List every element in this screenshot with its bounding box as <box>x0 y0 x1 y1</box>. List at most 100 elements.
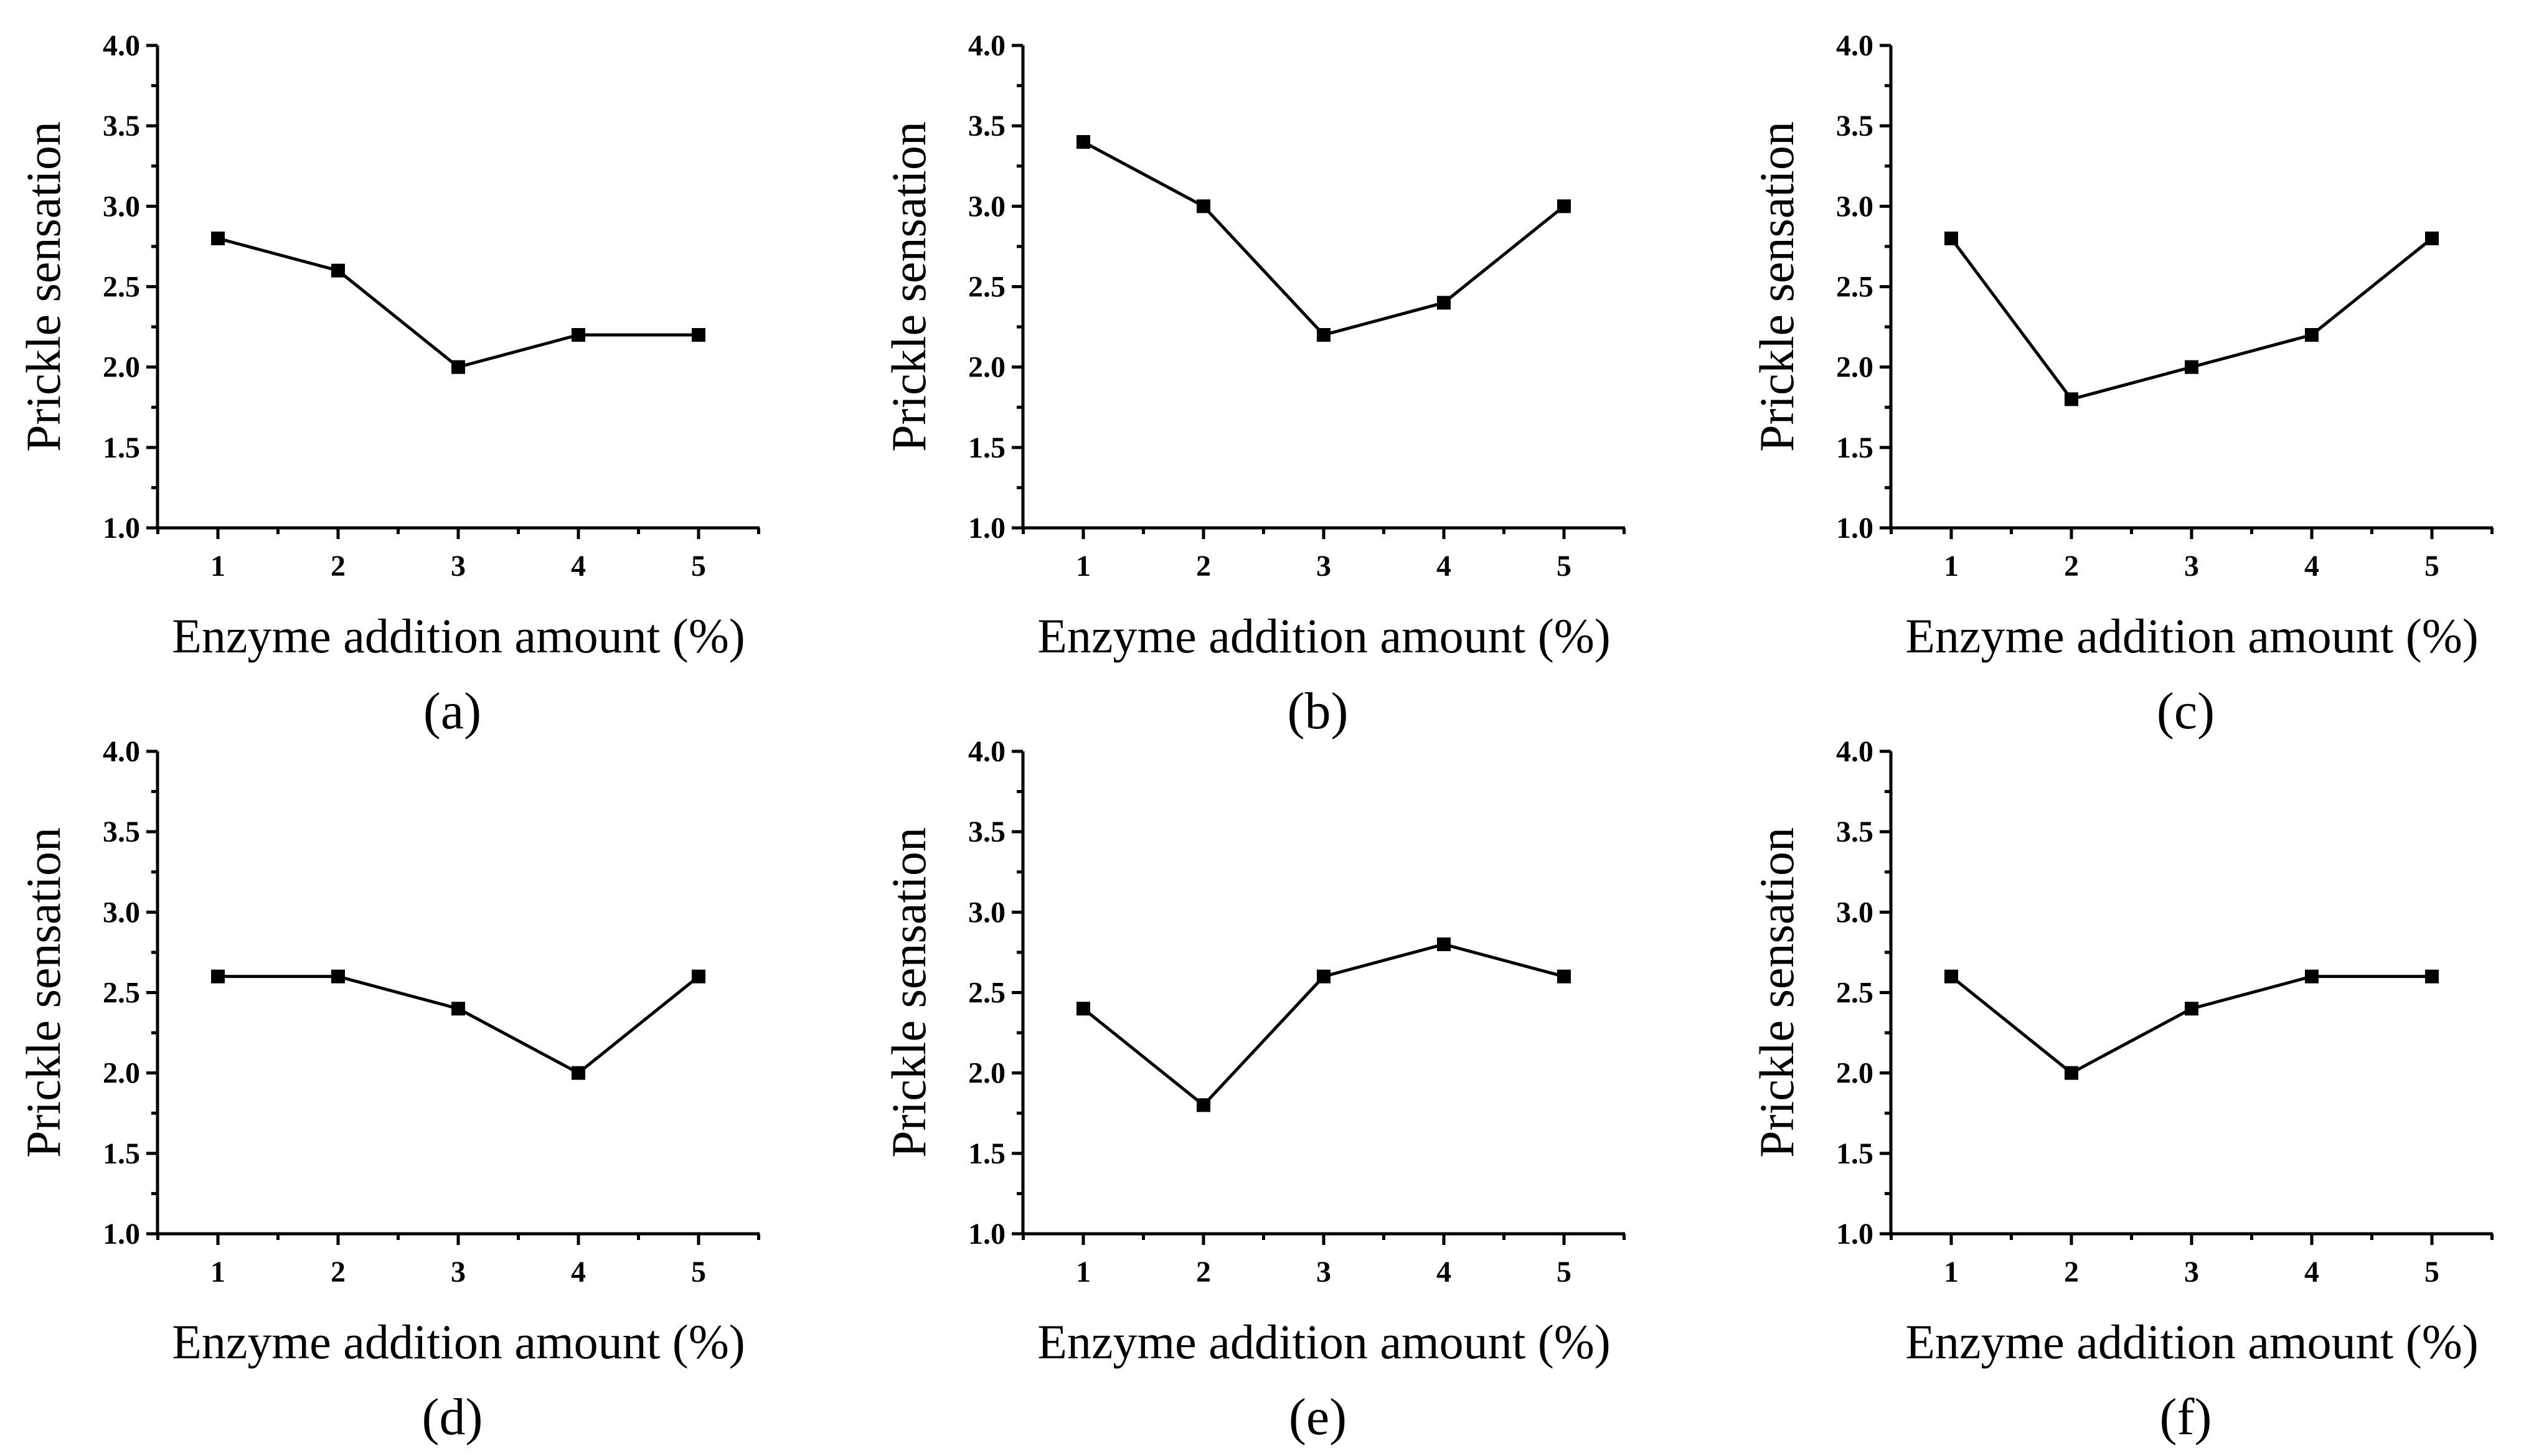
x-axis-title: Enzyme addition amount (%) <box>1905 1315 2479 1369</box>
y-tick-label: 1.5 <box>968 431 1006 464</box>
y-tick-label: 1.5 <box>103 431 140 464</box>
y-tick-label: 3.0 <box>103 896 140 929</box>
x-tick-label: 3 <box>2184 1256 2199 1289</box>
x-tick-label: 4 <box>2304 1256 2319 1289</box>
y-tick-label: 1.0 <box>1836 1218 1873 1251</box>
data-point-marker <box>692 328 705 342</box>
y-tick-label: 1.5 <box>1836 1137 1873 1170</box>
y-tick-label: 3.0 <box>968 896 1006 929</box>
x-tick-label: 5 <box>691 550 706 583</box>
x-tick-label: 4 <box>571 550 586 583</box>
data-point-marker <box>1437 296 1451 310</box>
data-point-marker <box>451 360 465 374</box>
y-tick-label: 1.0 <box>1836 512 1873 545</box>
series-line <box>218 975 700 1075</box>
data-point-marker <box>572 1066 585 1080</box>
data-point-marker <box>331 263 345 278</box>
y-tick-label: 2.5 <box>968 977 1006 1010</box>
data-point-marker <box>2065 392 2078 406</box>
x-tick-label: 3 <box>451 1256 466 1289</box>
data-point-marker <box>2305 328 2319 342</box>
chart-panel: 1.0 1.5 2.0 2.5 3.0 3.5 4.0 1 2 3 4 5 Prickle sensat… <box>16 735 760 1446</box>
x-axis-title: Enzyme addition amount (%) <box>172 1315 745 1369</box>
x-axis-title: Enzyme addition amount (%) <box>172 609 745 663</box>
x-tick-label: 2 <box>1196 550 1211 583</box>
x-tick-label: 1 <box>1076 1256 1091 1289</box>
x-tick-label: 1 <box>1944 550 1959 583</box>
y-axis-title: Prickle sensation <box>882 121 936 452</box>
y-tick-label: 1.5 <box>1836 431 1873 464</box>
data-point-marker <box>331 969 345 984</box>
chart-panel: 1.0 1.5 2.0 2.5 3.0 3.5 4.0 1 2 3 4 5 Prickle sensat… <box>882 29 1626 740</box>
x-tick-label: 3 <box>2184 550 2199 583</box>
data-point-marker <box>1317 328 1331 342</box>
panel-label: (e) <box>1289 1388 1347 1446</box>
panel-label: (c) <box>2157 682 2215 740</box>
y-tick-label: 3.0 <box>103 190 140 223</box>
y-tick-label: 2.0 <box>1836 1057 1873 1090</box>
y-tick-label: 4.0 <box>968 735 1006 768</box>
x-axis-title: Enzyme addition amount (%) <box>1037 609 1611 663</box>
x-tick-label: 2 <box>1196 1256 1211 1289</box>
y-tick-label: 3.5 <box>968 110 1006 143</box>
y-tick-label: 1.0 <box>968 512 1006 545</box>
data-point-marker <box>2065 1066 2078 1080</box>
series-line <box>1949 237 2433 402</box>
x-tick-label: 2 <box>331 550 346 583</box>
data-point-marker <box>1197 199 1210 214</box>
chart-panel: 1.0 1.5 2.0 2.5 3.0 3.5 4.0 1 2 3 4 5 Prickle sensat… <box>16 29 760 740</box>
y-tick-label: 3.5 <box>103 110 140 143</box>
data-point-marker <box>1944 969 1958 984</box>
x-tick-label: 4 <box>2304 550 2319 583</box>
data-point-marker <box>1197 1098 1210 1112</box>
y-tick-label: 1.0 <box>968 1218 1006 1251</box>
series-line <box>217 237 699 369</box>
x-tick-label: 5 <box>691 1256 706 1289</box>
panel-label: (b) <box>1288 682 1349 740</box>
y-tick-label: 2.5 <box>968 271 1006 304</box>
x-tick-label: 5 <box>2424 550 2439 583</box>
chart-panel: 1.0 1.5 2.0 2.5 3.0 3.5 4.0 1 2 3 4 5 Prickle sensat… <box>1750 735 2494 1446</box>
y-tick-label: 4.0 <box>1836 29 1873 62</box>
data-point-marker <box>1944 232 1958 245</box>
x-tick-label: 1 <box>1944 1256 1959 1289</box>
data-point-marker <box>211 232 225 245</box>
y-axis-title: Prickle sensation <box>1750 827 1804 1158</box>
y-tick-label: 3.0 <box>1836 896 1873 929</box>
series-line <box>1082 140 1565 337</box>
x-tick-label: 4 <box>571 1256 586 1289</box>
y-tick-label: 2.5 <box>1836 271 1873 304</box>
x-tick-label: 2 <box>331 1256 346 1289</box>
y-tick-label: 1.5 <box>103 1137 140 1170</box>
data-point-marker <box>2425 969 2439 984</box>
y-tick-label: 2.0 <box>968 351 1006 384</box>
data-point-marker <box>2305 969 2319 984</box>
x-tick-label: 1 <box>1076 550 1091 583</box>
y-tick-label: 2.0 <box>103 1057 140 1090</box>
x-tick-label: 4 <box>1436 550 1451 583</box>
chart-panel: 1.0 1.5 2.0 2.5 3.0 3.5 4.0 1 2 3 4 5 Prickle sensat… <box>1750 29 2494 740</box>
y-tick-label: 3.0 <box>1836 190 1873 223</box>
data-point-marker <box>211 969 225 984</box>
y-tick-label: 2.0 <box>968 1057 1006 1090</box>
data-point-marker <box>1076 135 1090 149</box>
y-tick-label: 2.5 <box>1836 977 1873 1010</box>
y-axis-title: Prickle sensation <box>882 827 936 1158</box>
x-tick-label: 5 <box>1557 550 1571 583</box>
data-point-marker <box>1317 969 1331 984</box>
y-axis-title: Prickle sensation <box>1750 121 1804 452</box>
panel-label: (d) <box>422 1388 483 1446</box>
y-tick-label: 2.5 <box>103 271 140 304</box>
y-tick-label: 4.0 <box>968 29 1006 62</box>
y-tick-label: 2.0 <box>103 351 140 384</box>
panel-label: (f) <box>2160 1388 2212 1446</box>
x-tick-label: 3 <box>451 550 466 583</box>
x-tick-label: 1 <box>210 1256 225 1289</box>
x-tick-label: 1 <box>210 550 225 583</box>
y-axis-title: Prickle sensation <box>16 827 70 1158</box>
data-point-marker <box>572 328 585 342</box>
x-tick-label: 3 <box>1316 1256 1331 1289</box>
panel-label: (a) <box>423 682 481 740</box>
x-axis-title: Enzyme addition amount (%) <box>1037 1315 1611 1369</box>
y-tick-label: 2.0 <box>1836 351 1873 384</box>
